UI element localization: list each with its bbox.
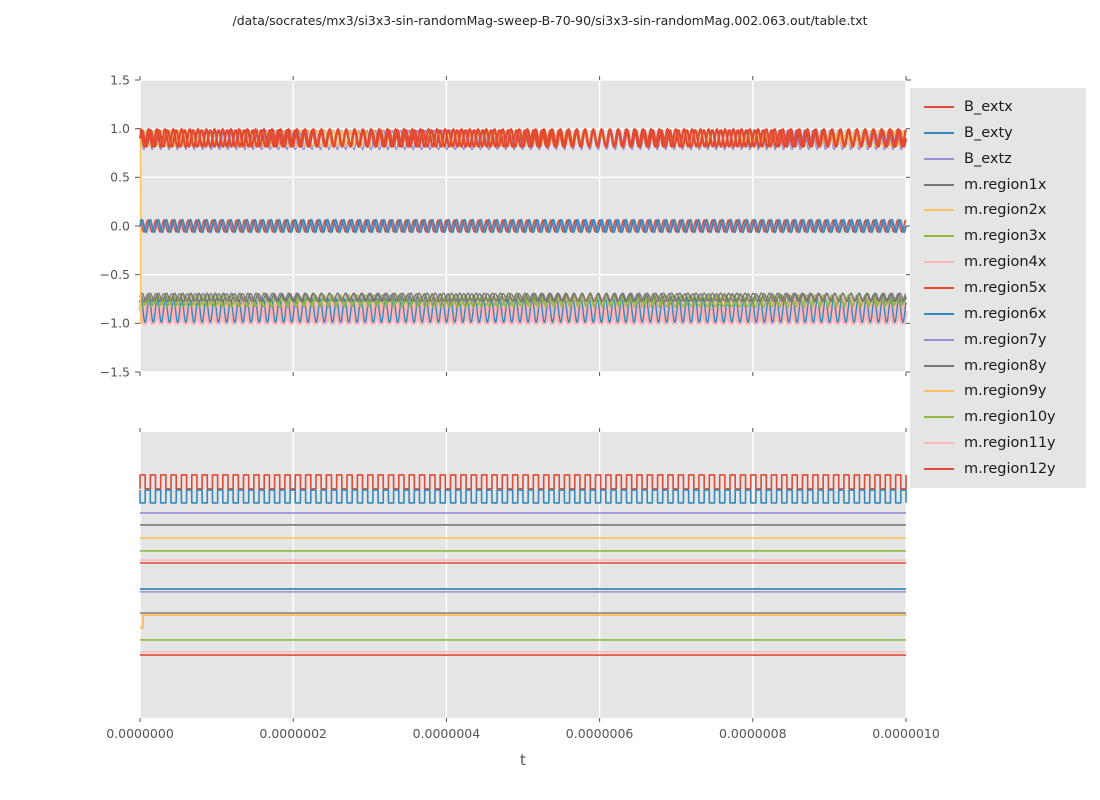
legend-item: m.region7y (910, 327, 1086, 352)
x-axis-label: t (520, 751, 526, 769)
x-tick-label: 0.0000010 (872, 726, 940, 741)
series-m.region6x (139, 298, 907, 324)
legend-label: B_extz (964, 150, 1012, 167)
series-B_extx (139, 474, 907, 490)
legend-item: m.region2x (910, 198, 1086, 223)
legend-label: m.region12y (964, 460, 1056, 477)
x-tick-label: 0.0000000 (106, 726, 174, 741)
legend-label: m.region3x (964, 228, 1047, 245)
series-B_extx (138, 129, 908, 148)
series-B_exty (139, 489, 907, 504)
legend-item: m.region1x (910, 172, 1086, 197)
legend-line-swatch (924, 442, 954, 445)
legend-line-swatch (924, 364, 954, 367)
legend-label: m.region2x (964, 202, 1047, 219)
legend-item: B_extz (910, 146, 1086, 171)
legend-label: m.region8y (964, 357, 1047, 374)
legend-item: m.region6x (910, 301, 1086, 326)
x-tick-label: 0.0000008 (719, 726, 787, 741)
legend-item: B_extx (910, 94, 1086, 119)
legend-label: m.region10y (964, 409, 1056, 426)
legend-item: m.region3x (910, 224, 1086, 249)
legend-line-swatch (924, 183, 954, 186)
y-tick-label: −1.0 (100, 316, 130, 331)
y-tick-label: −0.5 (100, 267, 130, 282)
legend-label: m.region9y (964, 383, 1047, 400)
legend-item: m.region8y (910, 353, 1086, 378)
series-m.region5x (139, 128, 908, 148)
legend-line-swatch (924, 235, 954, 238)
legend-item: m.region4x (910, 250, 1086, 275)
legend-item: m.region12y (910, 456, 1086, 481)
legend-label: m.region4x (964, 254, 1047, 271)
legend-line-swatch (924, 261, 954, 264)
legend-line-swatch (924, 312, 954, 315)
series-m.region9y (140, 614, 906, 629)
legend-label: m.region1x (964, 176, 1047, 193)
chart-title: /data/socrates/mx3/si3x3-sin-randomMag-s… (232, 13, 868, 28)
legend-line-swatch (924, 338, 954, 341)
x-tick-label: 0.0000002 (259, 726, 327, 741)
legend-label: B_extx (964, 98, 1013, 115)
legend-item: m.region11y (910, 431, 1086, 456)
legend-line-swatch (924, 105, 954, 108)
series-B_exty (139, 218, 907, 234)
series-m.region8y (139, 293, 907, 303)
legend-line-swatch (924, 467, 954, 470)
y-tick-label: 1.0 (110, 121, 130, 136)
legend-line-swatch (924, 209, 954, 212)
y-tick-label: 0.0 (110, 218, 130, 233)
x-tick-label: 0.0000004 (413, 726, 481, 741)
legend-label: m.region5x (964, 279, 1047, 296)
series-m.region1x (139, 292, 907, 302)
legend-item: m.region10y (910, 405, 1086, 430)
legend-line-swatch (924, 390, 954, 393)
y-tick-label: −1.5 (100, 364, 130, 379)
x-tick-label: 0.0000006 (566, 726, 634, 741)
legend-line-swatch (924, 286, 954, 289)
legend-line-swatch (924, 131, 954, 134)
legend-label: B_exty (964, 124, 1013, 141)
legend-label: m.region7y (964, 331, 1047, 348)
y-tick-label: 1.5 (110, 72, 130, 87)
legend-item: m.region9y (910, 379, 1086, 404)
legend: B_extx B_exty B_extz m.region1x m.region2x m.… (910, 88, 1086, 488)
legend-item: B_exty (910, 120, 1086, 145)
legend-line-swatch (924, 157, 954, 160)
legend-label: m.region6x (964, 305, 1047, 322)
legend-line-swatch (924, 416, 954, 419)
y-tick-label: 0.5 (110, 170, 130, 185)
legend-item: m.region5x (910, 275, 1086, 300)
legend-label: m.region11y (964, 435, 1056, 452)
